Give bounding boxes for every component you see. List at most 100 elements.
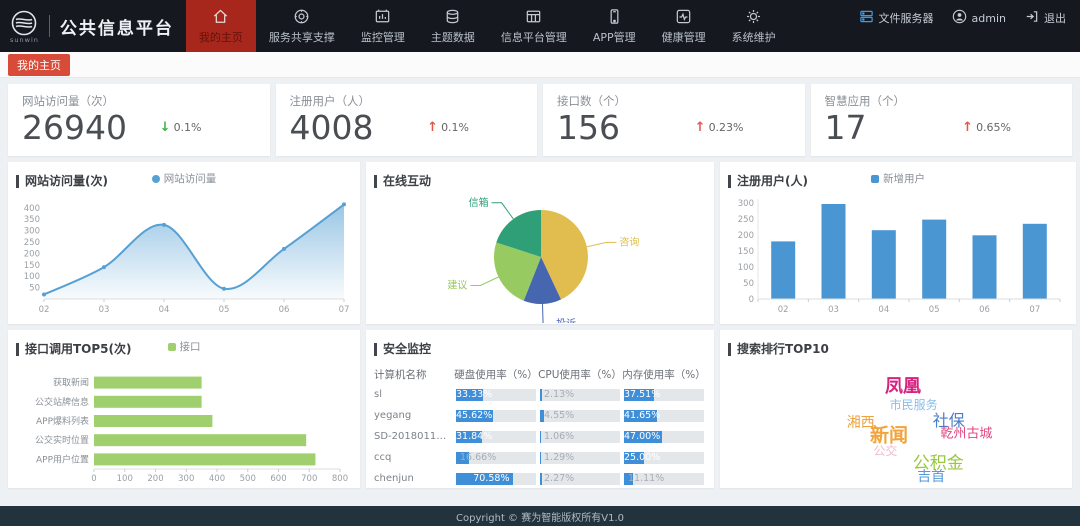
security-table-row: sl 33.33% 2.13% 37.51%: [374, 384, 706, 405]
security-table: 计算机名称 硬盘使用率（%） CPU使用率（%） 内存使用率（%） sl 33.33% 2.…: [374, 364, 706, 489]
svg-text:APP爆料列表: APP爆料列表: [36, 415, 89, 427]
cloud-word[interactable]: 乾州古城: [940, 426, 993, 442]
kpi-delta-value: 0.65%: [976, 121, 1012, 134]
svg-text:02: 02: [778, 305, 789, 315]
arrow-down-icon: ↓: [159, 120, 171, 135]
usage-value: 16.66%: [460, 451, 497, 463]
usage-cell: 41.65%: [622, 409, 706, 422]
kpi-title: 网站访问量（次）: [22, 94, 114, 108]
svg-text:50: 50: [743, 279, 754, 289]
svg-text:100: 100: [738, 263, 754, 273]
cloud-word[interactable]: 凤凰: [885, 376, 922, 398]
cloud-word[interactable]: 公交: [873, 444, 898, 459]
nav-item-label: 服务共享支撑: [268, 31, 335, 44]
usage-fill: [540, 409, 544, 422]
usage-track: 1.29%: [540, 451, 620, 464]
cloud-word[interactable]: 社保: [932, 411, 965, 431]
kpi-card-1: 注册用户（人） 4008 ↑ 0.1%: [275, 84, 537, 156]
usage-cell: 4.55%: [538, 409, 622, 422]
computer-name: yegang: [374, 410, 412, 421]
cloud-word[interactable]: 市民服务: [889, 398, 938, 413]
svg-text:250: 250: [24, 238, 40, 248]
svg-text:咨询: 咨询: [619, 235, 639, 248]
svg-text:200: 200: [24, 249, 40, 259]
app-title: 公共信息平台: [59, 18, 174, 39]
kpi-title: 注册用户（人）: [289, 94, 371, 108]
file-server-link[interactable]: 文件服务器: [859, 9, 934, 27]
legend-marker: [871, 175, 879, 183]
usage-fill: [624, 430, 662, 443]
cloud-word[interactable]: 湘西: [846, 414, 875, 431]
usage-value: 2.27%: [544, 472, 575, 484]
nav-item-app[interactable]: APP管理: [580, 0, 649, 52]
svg-text:300: 300: [24, 227, 40, 237]
nav-item-label: 监控管理: [360, 31, 405, 44]
usage-fill: [456, 388, 483, 401]
service-icon: [292, 7, 311, 26]
usage-fill: [540, 430, 541, 443]
usage-track: 1.06%: [540, 430, 620, 443]
svg-text:0: 0: [749, 295, 754, 305]
arrow-up-icon: ↑: [694, 120, 706, 135]
usage-fill: [624, 472, 633, 485]
data-icon: [443, 7, 462, 26]
nav-item-monitor[interactable]: 监控管理: [348, 0, 418, 52]
sunwin-logo-icon: sunwin: [10, 9, 39, 44]
svg-text:05: 05: [219, 305, 230, 315]
brand[interactable]: sunwin 公共信息平台: [0, 0, 186, 52]
usage-cell: 33.33%: [454, 388, 538, 401]
nav-item-service[interactable]: 服务共享支撑: [256, 0, 348, 52]
kpi-title: 接口数（个）: [557, 94, 626, 108]
nav-item-platform[interactable]: 信息平台管理: [488, 0, 580, 52]
main-content: 网站访问量（次） 26940 ↓ 0.1% 注册用户（人） 4008 ↑ 0.1% 接口数（个）…: [0, 78, 1080, 506]
svg-text:350: 350: [24, 215, 40, 225]
svg-text:建议: 建议: [447, 279, 467, 292]
monitor-icon: [373, 7, 392, 26]
logout-icon: [1024, 9, 1039, 27]
search-wordcloud: 凤凰 市民服务 湘西 社保 乾州古城 新闻 公交 公积金 吉首: [720, 352, 1072, 488]
nav-item-home[interactable]: 我的主页: [185, 0, 256, 52]
app-icon: [605, 7, 624, 26]
usage-value: 25.00%: [624, 451, 661, 463]
logout-link[interactable]: 退出: [1024, 9, 1066, 27]
usage-track: 41.65%: [624, 409, 704, 422]
kpi-card-2: 接口数（个） 156 ↑ 0.23%: [543, 84, 805, 156]
svg-text:600: 600: [270, 474, 286, 484]
usage-cell: 2.13%: [538, 388, 622, 401]
svg-text:400: 400: [24, 204, 40, 214]
usage-cell: 16.66%: [454, 451, 538, 464]
api-top5-title: 接口调用TOP5(次): [16, 343, 132, 356]
usage-fill: [456, 430, 482, 443]
home-icon: [211, 7, 230, 26]
search-top10-title: 搜索排行TOP10: [728, 343, 829, 356]
health-icon: [674, 7, 693, 26]
cloud-word[interactable]: 吉首: [917, 469, 946, 486]
nav-item-health[interactable]: 健康管理: [649, 0, 719, 52]
kpi-delta-value: 0.23%: [708, 121, 744, 134]
svg-text:04: 04: [878, 305, 889, 315]
usage-value: 47.00%: [624, 430, 661, 442]
usage-fill: [624, 388, 654, 401]
avatar-icon: [952, 9, 967, 27]
kpi-card-0: 网站访问量（次） 26940 ↓ 0.1%: [8, 84, 270, 156]
kpi-value: 4008: [289, 108, 374, 147]
svg-text:07: 07: [339, 305, 350, 315]
user-menu[interactable]: admin: [952, 9, 1006, 27]
cloud-word[interactable]: 新闻: [869, 424, 908, 447]
cloud-word[interactable]: 公积金: [912, 453, 964, 474]
usage-fill: [540, 472, 542, 485]
usage-track: 33.33%: [456, 388, 536, 401]
nav-item-label: 健康管理: [661, 31, 706, 44]
svg-text:250: 250: [738, 215, 754, 225]
tab-my-home[interactable]: 我的主页: [8, 53, 70, 76]
nav-item-data[interactable]: 主题数据: [418, 0, 488, 52]
usage-cell: 70.58%: [454, 472, 538, 485]
svg-text:获取新闻: 获取新闻: [53, 377, 89, 389]
bottom-row: 接口调用TOP5(次) 接口 获取新闻 公交站牌信息 APP爆料列表 公交实时位置 AP…: [8, 330, 1072, 488]
usage-fill: [624, 451, 644, 464]
usage-value: 2.13%: [544, 388, 575, 400]
security-monitor-card: 安全监控 计算机名称 硬盘使用率（%） CPU使用率（%） 内存使用率（%） sl 33.…: [366, 330, 714, 488]
nav-item-maintenance[interactable]: 系统维护: [719, 0, 789, 52]
svg-text:150: 150: [24, 261, 40, 271]
usage-fill: [456, 409, 493, 422]
